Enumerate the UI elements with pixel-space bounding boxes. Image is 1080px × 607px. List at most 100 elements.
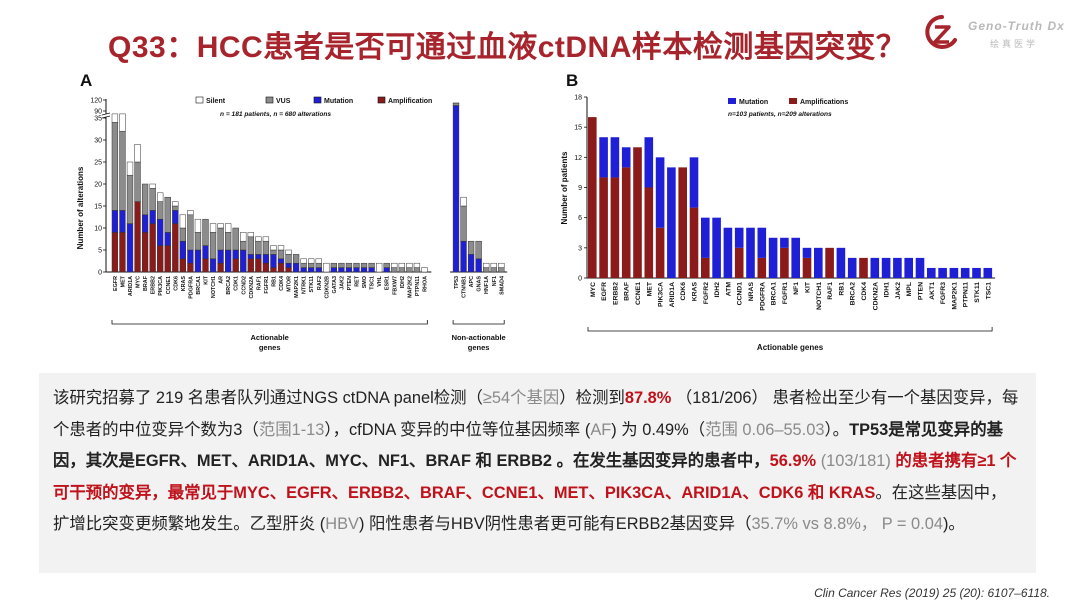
bar-segment-silent [490, 262, 497, 268]
x-tick-label: PDGFRA [188, 276, 194, 299]
bar-segment-mutation [452, 105, 460, 273]
x-tick-label: SMO [362, 276, 368, 288]
bar-segment-silent [217, 223, 224, 229]
bar-segment-mutation [881, 257, 891, 278]
x-tick-label: ERBB2 [151, 276, 157, 294]
y-tick-label: 20 [94, 182, 102, 189]
bar-segment-mutation [330, 267, 338, 273]
bar-segment-mutation [368, 267, 375, 273]
bar-segment-mutation [734, 227, 744, 248]
bar-segment-mutation [836, 247, 846, 278]
bar-segment-mutation [157, 218, 164, 246]
bar-segment-silent [308, 258, 315, 264]
group-label-actionable: Actionable [251, 333, 289, 342]
x-tick-label: RB1 [271, 276, 277, 287]
x-tick-label: APC [469, 276, 475, 287]
bar-segment-vus [232, 227, 239, 251]
x-tick-label: KIT [204, 275, 210, 284]
bar-segment-mutation [701, 217, 710, 258]
bar-segment-mutation [621, 147, 631, 168]
bar-segment-silent [111, 113, 119, 123]
legend-label: Mutation [739, 99, 768, 106]
text-run: 范围1-13 [258, 420, 325, 439]
bar-segment-vus [179, 227, 186, 242]
bar-segment-amplifications [633, 147, 642, 278]
x-tick-label: TSC1 [985, 282, 992, 300]
bar-segment-mutation [757, 227, 767, 258]
x-tick-label: PIK3CA [158, 276, 164, 296]
bar-segment-vus [330, 262, 338, 268]
bar-segment-mutation [960, 267, 970, 278]
x-tick-label: CDK6 [173, 276, 179, 291]
x-tick-label: JAK2 [895, 282, 902, 300]
x-tick-label: TSC1 [370, 276, 376, 290]
bar-segment-mutation [270, 254, 277, 268]
bar-segment-mutation [277, 258, 285, 264]
bar-segment-mutation [179, 240, 186, 260]
y-axis-title: Number of alterations [76, 166, 85, 249]
text-run: ) 阳性患者与HBV阴性患者更可能有ERBB2基因变异（ [358, 515, 752, 533]
x-tick-label: STK11 [309, 276, 315, 292]
bar-segment-vus [345, 262, 353, 268]
x-tick-label: BRCA1 [196, 276, 202, 295]
bar-segment-silent [300, 258, 307, 264]
group-label-non-actionable: genes [468, 343, 490, 352]
bar-segment-amplifications [621, 167, 631, 278]
bar-segment-mutation [225, 249, 232, 273]
group-bracket [111, 320, 428, 325]
logo-chinese-name: 绘真医学 [990, 39, 1039, 49]
x-tick-label: CTNNB1 [462, 276, 468, 298]
bar-segment-vus [338, 262, 345, 268]
x-tick-label: AR [219, 276, 225, 284]
text-run: 35.7% vs 8.8%， P = 0.04 [751, 515, 943, 533]
text-run: （181/206） 患者检出至少有一个基因变异，每个患者的中位变异个数为3（ [53, 389, 1019, 439]
group-bracket [587, 327, 993, 332]
bar-segment-amplifications [701, 257, 710, 278]
text-run: 56.9% [769, 452, 817, 470]
bar-segment-silent [498, 262, 505, 268]
bar-segment-silent [134, 144, 141, 163]
x-tick-label: GATA3 [332, 276, 338, 293]
bar-segment-silent [255, 236, 262, 242]
bar-segment-mutation [847, 257, 857, 278]
bar-segment-mutation [172, 210, 179, 224]
bar-segment-vus [209, 232, 217, 260]
x-tick-label: EGFR [601, 282, 608, 301]
bar-segment-vus [225, 232, 232, 251]
x-tick-label: MAP2K1 [294, 276, 300, 298]
x-tick-label: MAP2K1 [951, 282, 958, 310]
legend-swatch [265, 96, 274, 104]
x-tick-label: JAK2 [339, 276, 345, 290]
bar-segment-vus [247, 236, 254, 255]
bar-segment-silent [452, 102, 460, 104]
x-tick-label: IDH2 [400, 276, 406, 288]
bar-segment-mutation [149, 210, 156, 224]
x-tick-label: STK11 [974, 282, 981, 303]
bar-segment-vus [413, 267, 421, 273]
bar-segment-mutation [893, 257, 902, 278]
bar-segment-amplification [247, 258, 254, 273]
y-tick-label: 3 [578, 245, 582, 252]
bar-segment-vus [172, 205, 179, 211]
figure-panel-b: B Number of patients 0 3 6 9 12 15 18 MYC EGFR ERBB… [556, 68, 1020, 360]
bar-segment-mutation [599, 137, 608, 178]
bar-segment-vus [308, 262, 315, 268]
text-run: AF [590, 420, 612, 439]
text-run: ) 为 0.49%（ [611, 420, 706, 439]
bar-segment-mutation [119, 210, 126, 233]
x-tick-label: ESR1 [385, 276, 391, 290]
bar-segment-mutation [780, 237, 789, 248]
text-run: 。在这些基因中，扩增比突变更频繁地发生。乙型肝炎 ( [53, 483, 1007, 534]
bar-segment-mutation [644, 137, 654, 188]
bar-segment-vus [187, 214, 194, 251]
x-tick-label: SMAD4 [499, 276, 505, 295]
bar-segment-vus [240, 240, 247, 251]
bar-segment-amplifications [689, 207, 699, 278]
bar-segment-vus [149, 188, 156, 211]
bar-segment-amplification [157, 245, 164, 273]
x-tick-label: FGFR3 [940, 282, 947, 304]
text-run: ）检测到 [559, 389, 625, 407]
bar-segment-mutation [655, 157, 665, 228]
y-tick-label: 0 [578, 276, 582, 283]
x-tick-label: FBXW7 [392, 276, 398, 295]
